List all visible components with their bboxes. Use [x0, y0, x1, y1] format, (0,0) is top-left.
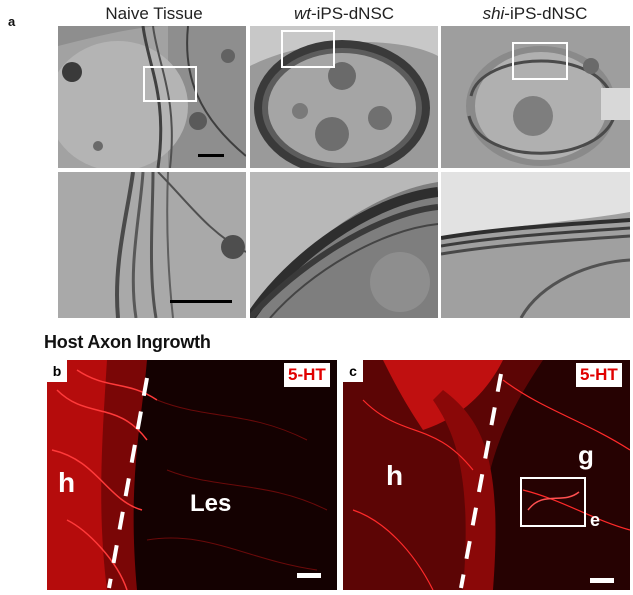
column-title-naive-suffix: Naive Tissue — [105, 4, 202, 23]
panel-b-marker-label: 5-HT — [284, 363, 330, 387]
fluorescence-panel-b — [47, 360, 337, 590]
section-title: Host Axon Ingrowth — [44, 332, 211, 353]
em-wt-zoom — [250, 172, 438, 318]
column-title-wt: wt-iPS-dNSC — [250, 4, 438, 24]
em-shi-overview — [441, 26, 630, 168]
panel-c-label-h: h — [386, 460, 403, 492]
column-title-shi-prefix: shi — [483, 4, 505, 23]
column-title-shi: shi-iPS-dNSC — [440, 4, 630, 24]
em-naive-zoom — [58, 172, 246, 318]
em-shi-zoom — [441, 172, 630, 318]
panel-b-label-h: h — [58, 467, 75, 499]
panel-c-marker-label: 5-HT — [576, 363, 622, 387]
panel-c-letter: c — [343, 360, 363, 382]
panel-b-letter: b — [47, 360, 67, 382]
column-title-wt-suffix: -iPS-dNSC — [311, 4, 394, 23]
column-title-shi-suffix: -iPS-dNSC — [504, 4, 587, 23]
panel-a-letter: a — [8, 14, 15, 29]
panel-c-label-e: e — [590, 510, 600, 531]
panel-b-label-les: Les — [190, 490, 231, 518]
column-title-wt-prefix: wt — [294, 4, 311, 23]
panel-c-label-g: g — [578, 440, 594, 471]
em-naive-overview — [58, 26, 246, 168]
em-wt-overview — [250, 26, 438, 168]
column-title-naive: Naive Tissue — [60, 4, 248, 24]
